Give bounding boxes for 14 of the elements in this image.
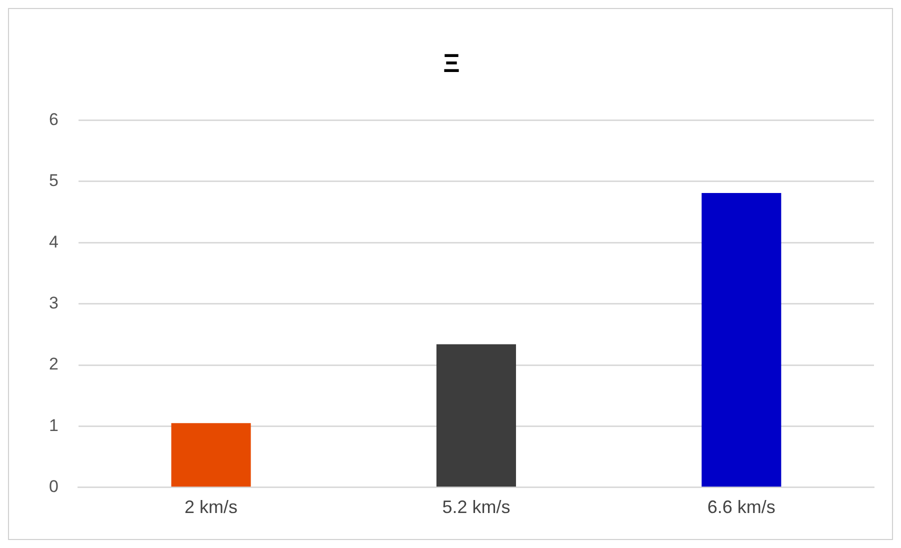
y-tick-label: 3	[48, 293, 58, 312]
x-tick-label: 5.2 km/s	[442, 497, 510, 518]
y-tick-label: 4	[48, 232, 58, 252]
x-tick-label: 2 km/s	[184, 497, 238, 518]
bar	[702, 193, 782, 487]
bar	[436, 344, 516, 487]
y-tick-label: 6	[48, 110, 58, 129]
y-tick-label: 2	[48, 354, 58, 374]
bar	[171, 423, 251, 487]
y-tick-label: 5	[48, 171, 58, 190]
y-tick-label: 1	[48, 416, 58, 435]
chart-title: Ξ	[443, 48, 460, 78]
x-tick-label: 6.6 km/s	[707, 497, 776, 518]
y-tick-label: 0	[48, 477, 58, 496]
